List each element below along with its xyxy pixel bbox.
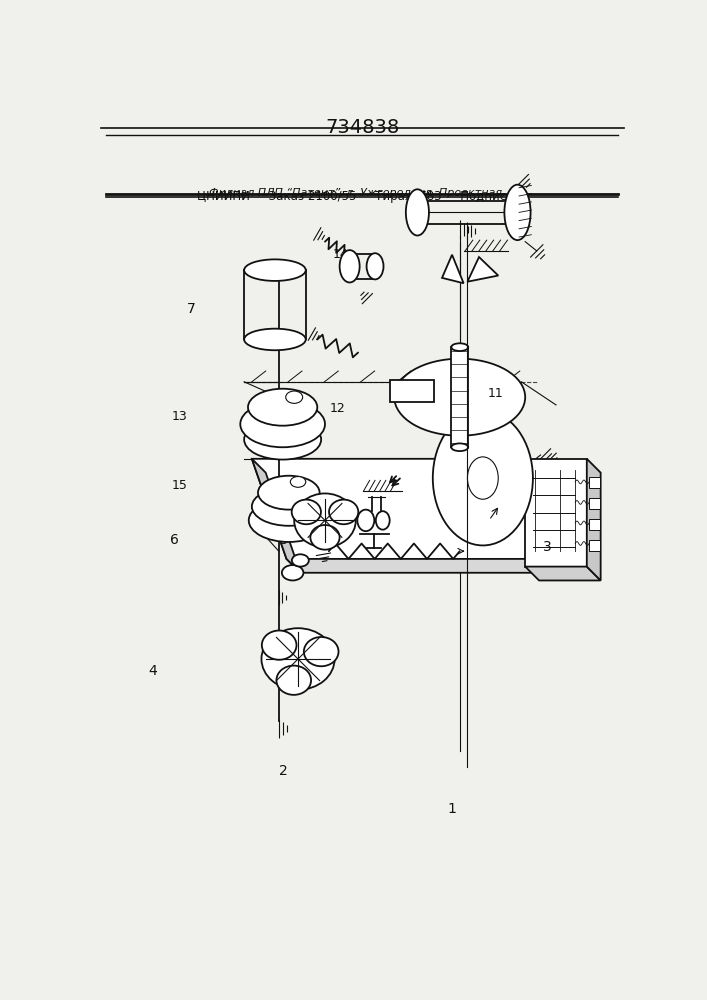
- Text: 13: 13: [172, 410, 188, 423]
- Bar: [589, 477, 600, 488]
- Ellipse shape: [240, 401, 325, 447]
- Ellipse shape: [304, 637, 339, 666]
- Ellipse shape: [294, 493, 356, 547]
- Ellipse shape: [310, 525, 339, 550]
- Text: 7: 7: [187, 302, 195, 316]
- Ellipse shape: [451, 443, 468, 451]
- Text: 15: 15: [172, 479, 188, 492]
- Text: 1: 1: [448, 802, 457, 816]
- Ellipse shape: [292, 500, 321, 524]
- Ellipse shape: [248, 389, 317, 426]
- Polygon shape: [442, 255, 464, 283]
- Text: 5: 5: [309, 648, 317, 662]
- Text: 10: 10: [479, 464, 496, 477]
- Ellipse shape: [276, 666, 311, 695]
- Ellipse shape: [467, 457, 498, 499]
- Ellipse shape: [282, 565, 303, 580]
- Ellipse shape: [262, 628, 334, 690]
- Ellipse shape: [286, 391, 303, 403]
- Text: 14: 14: [333, 248, 349, 261]
- Text: 2: 2: [279, 764, 288, 778]
- Text: 9: 9: [279, 533, 288, 547]
- Polygon shape: [525, 567, 601, 580]
- Ellipse shape: [339, 250, 360, 282]
- Ellipse shape: [357, 510, 374, 531]
- Text: 8: 8: [279, 486, 288, 500]
- Ellipse shape: [244, 259, 305, 281]
- Ellipse shape: [376, 511, 390, 530]
- Ellipse shape: [244, 329, 305, 350]
- Polygon shape: [252, 459, 300, 573]
- Polygon shape: [286, 559, 570, 573]
- Ellipse shape: [433, 411, 533, 545]
- Bar: [451, 347, 468, 447]
- Bar: [589, 498, 600, 509]
- Ellipse shape: [291, 477, 305, 487]
- Bar: [390, 380, 433, 402]
- Ellipse shape: [406, 189, 429, 235]
- Text: 3: 3: [543, 540, 551, 554]
- Ellipse shape: [258, 476, 320, 510]
- Polygon shape: [252, 459, 556, 559]
- Text: 734838: 734838: [325, 118, 399, 137]
- Polygon shape: [467, 257, 498, 282]
- Bar: [589, 519, 600, 530]
- Ellipse shape: [252, 487, 326, 526]
- Text: 12: 12: [330, 402, 346, 415]
- Ellipse shape: [244, 420, 321, 460]
- Ellipse shape: [451, 343, 468, 351]
- Ellipse shape: [292, 554, 309, 567]
- Ellipse shape: [249, 499, 329, 542]
- Bar: [589, 540, 600, 551]
- Polygon shape: [587, 459, 601, 580]
- Text: ЦНИИПИ     Заказ 2100/55     Тираж 783     Подписное: ЦНИИПИ Заказ 2100/55 Тираж 783 Подписное: [197, 190, 528, 203]
- Text: 11: 11: [488, 387, 503, 400]
- Ellipse shape: [366, 253, 383, 279]
- Ellipse shape: [504, 185, 530, 240]
- Text: Филиал ПЛП “Патент”, г. Ужгород, ул. Проектная, 4: Филиал ПЛП “Патент”, г. Ужгород, ул. Про…: [209, 188, 516, 198]
- Ellipse shape: [329, 500, 358, 524]
- Ellipse shape: [262, 631, 296, 660]
- Polygon shape: [525, 459, 587, 567]
- Ellipse shape: [395, 359, 525, 436]
- Text: 6: 6: [170, 533, 179, 547]
- Text: 4: 4: [148, 664, 157, 678]
